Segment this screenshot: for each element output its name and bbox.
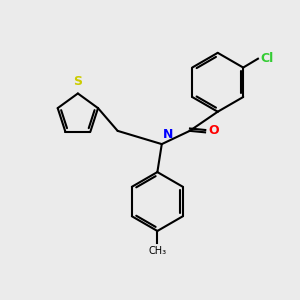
Text: O: O xyxy=(208,124,219,137)
Text: N: N xyxy=(163,128,173,141)
Text: Cl: Cl xyxy=(260,52,273,65)
Text: S: S xyxy=(74,75,82,88)
Text: CH₃: CH₃ xyxy=(148,246,166,256)
